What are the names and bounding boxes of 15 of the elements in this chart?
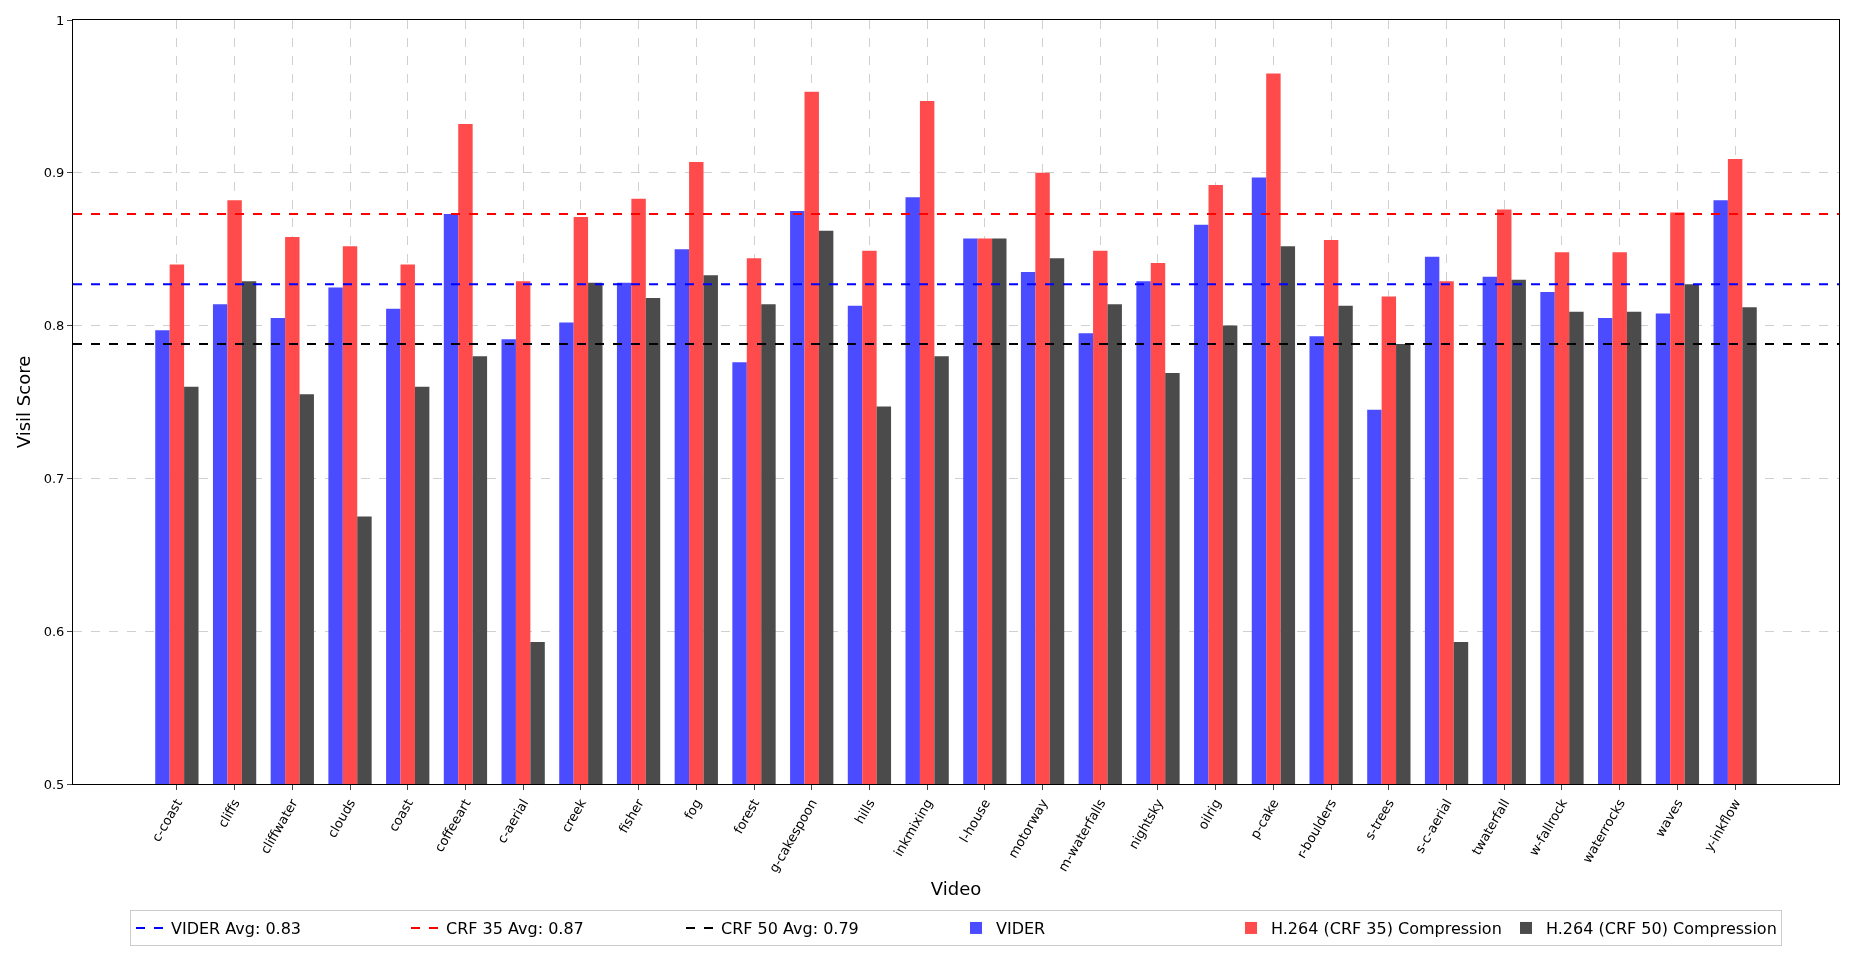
legend-label: VIDER Avg: 0.83 [171,919,302,939]
y-tick-label: 0.8 [43,318,65,334]
legend-label: H.264 (CRF 50) Compression [1546,919,1777,939]
legend-label: CRF 35 Avg: 0.87 [446,919,584,939]
y-tick-label: 0.9 [43,165,65,181]
y-tick-label: 1 [56,12,65,28]
legend-label: CRF 50 Avg: 0.79 [721,919,859,939]
legend-label: VIDER [996,919,1046,939]
x-tick-label: fog [681,796,705,822]
y-axis-title: Visil Score [12,355,34,449]
y-tick-label: 0.5 [43,776,65,792]
x-axis-title: Video [930,878,982,900]
y-tick-label: 0.7 [43,470,65,486]
legend-label: H.264 (CRF 35) Compression [1271,919,1502,939]
y-tick-label: 0.6 [43,623,65,639]
